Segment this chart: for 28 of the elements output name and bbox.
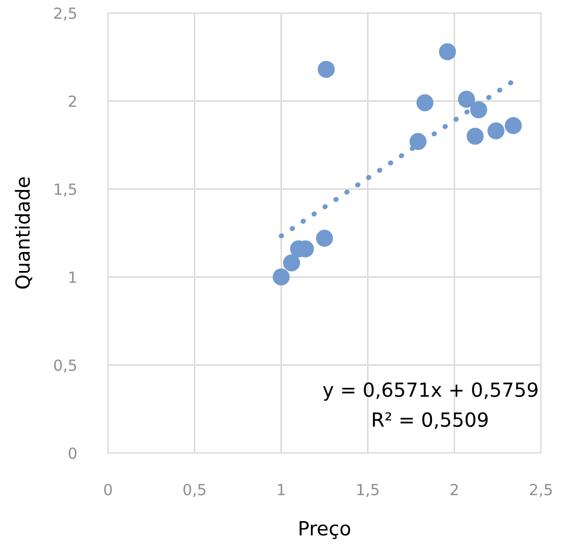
point [487, 122, 504, 140]
annotation: y = 0,6571x + 0,5759 [323, 382, 538, 401]
x-axis-title: Preço [300, 521, 350, 540]
point [283, 254, 300, 272]
y-tick-label: 1 [69, 272, 76, 283]
annotation: R² = 0,5509 [372, 412, 488, 429]
y-tick-label: 2 [68, 95, 76, 107]
x-tick-label: 0 [104, 484, 112, 496]
point [272, 268, 290, 286]
point [466, 128, 484, 145]
point [470, 101, 488, 118]
point [438, 43, 456, 60]
y-tick-label: 1,5 [54, 184, 76, 197]
x-tick-label: 2,5 [530, 484, 552, 497]
point [416, 94, 434, 112]
point [316, 230, 334, 247]
point [410, 132, 427, 150]
y-axis-title: Quantidade [14, 177, 32, 289]
y-tick-label: 2,5 [54, 7, 76, 21]
x-tick-label: 0,5 [183, 484, 206, 497]
y-tick-label: 0 [68, 447, 76, 460]
point [458, 90, 476, 108]
x-tick-label: 2 [450, 484, 458, 496]
x-tick-label: 1,5 [357, 484, 379, 497]
y-tick-label: 0,5 [54, 359, 76, 373]
x-tick-label: 1 [278, 484, 285, 496]
point [504, 117, 522, 134]
point [318, 60, 335, 78]
